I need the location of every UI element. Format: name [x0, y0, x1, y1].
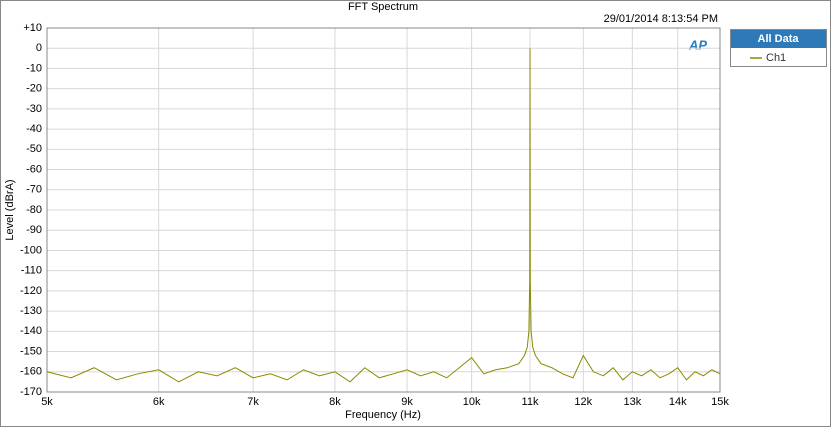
y-tick-label: -70	[26, 184, 42, 196]
x-tick-label: 12k	[574, 396, 592, 408]
y-tick-label: -50	[26, 143, 42, 155]
x-tick-label: 7k	[247, 396, 259, 408]
x-tick-label: 10k	[463, 396, 481, 408]
y-tick-label: 0	[36, 42, 42, 54]
y-tick-label: -100	[20, 244, 42, 256]
x-tick-label: 13k	[623, 396, 641, 408]
y-tick-label: +10	[23, 22, 42, 34]
y-axis-label: Level (dBrA)	[4, 179, 16, 240]
x-tick-label: 15k	[711, 396, 729, 408]
y-tick-label: -40	[26, 123, 42, 135]
y-tick-label: -10	[26, 62, 42, 74]
y-tick-label: -30	[26, 103, 42, 115]
legend-title: All Data	[758, 33, 800, 45]
y-tick-label: -110	[21, 265, 42, 277]
logo: AP	[688, 37, 707, 52]
x-tick-label: 11k	[522, 396, 539, 408]
y-tick-label: -90	[26, 224, 42, 236]
y-tick-label: -60	[26, 163, 42, 175]
y-tick-label: -140	[20, 325, 42, 337]
plot-border	[46, 27, 721, 393]
chart-title: FFT Spectrum	[348, 1, 418, 13]
y-tick-label: -80	[26, 204, 42, 216]
x-tick-label: 9k	[401, 396, 413, 408]
x-tick-label: 5k	[41, 396, 53, 408]
y-tick-label: -20	[26, 83, 42, 95]
y-tick-label: -170	[20, 386, 42, 398]
y-tick-label: -150	[20, 345, 42, 357]
series-line	[46, 48, 721, 383]
x-tick-label: 6k	[153, 396, 165, 408]
x-axis-label: Frequency (Hz)	[345, 409, 421, 421]
y-tick-label: -160	[20, 366, 42, 378]
x-tick-label: 14k	[669, 396, 687, 408]
legend-header[interactable]	[731, 30, 826, 48]
legend-entry: Ch1	[766, 52, 786, 64]
y-tick-label: -120	[20, 285, 42, 297]
timestamp: 29/01/2014 8:13:54 PM	[604, 13, 718, 25]
y-tick-label: -130	[20, 305, 42, 317]
x-tick-label: 8k	[329, 396, 341, 408]
